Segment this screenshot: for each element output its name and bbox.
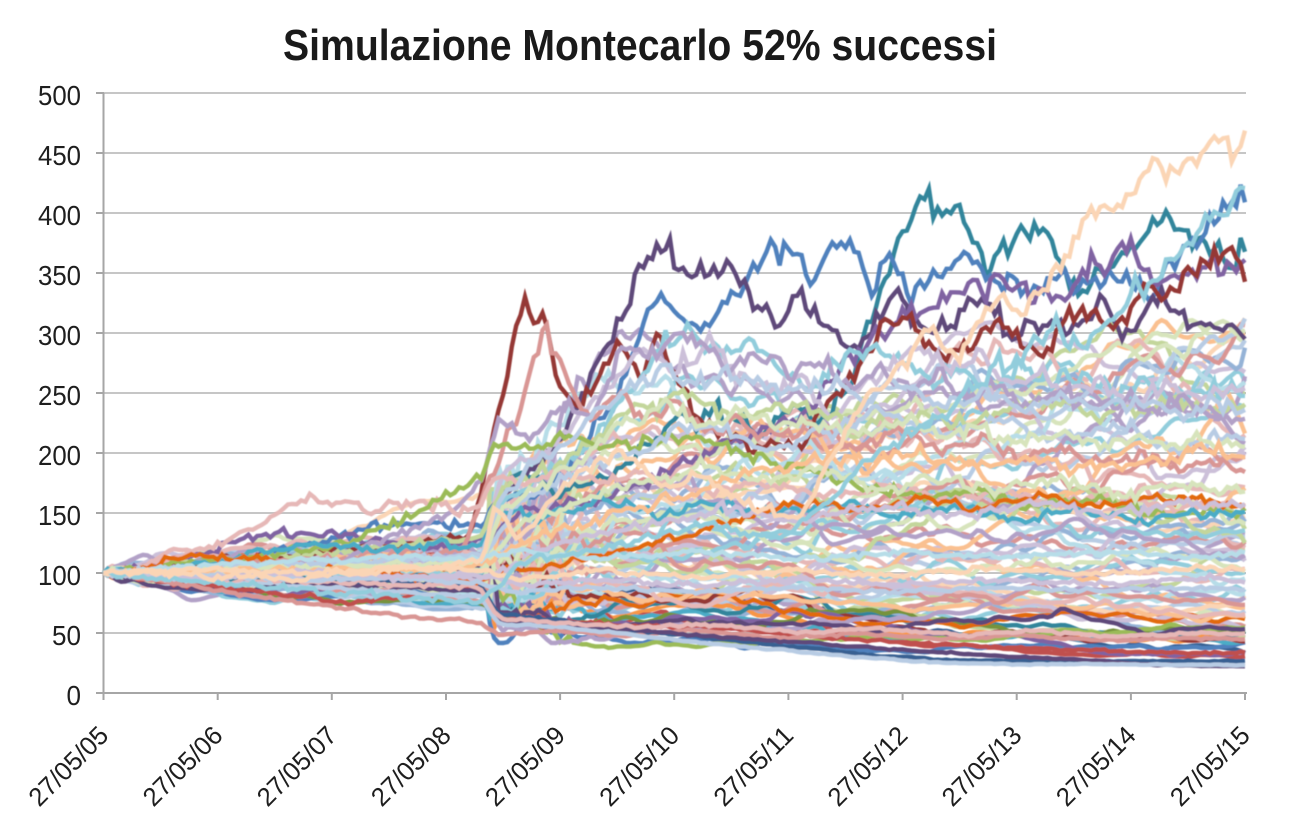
svg-text:500: 500 — [38, 80, 81, 111]
svg-text:Simulazione Montecarlo 52% suc: Simulazione Montecarlo 52% successi — [283, 21, 997, 70]
svg-text:200: 200 — [38, 440, 81, 471]
svg-text:0: 0 — [67, 680, 82, 711]
svg-text:400: 400 — [38, 200, 81, 231]
svg-text:450: 450 — [38, 140, 81, 171]
svg-text:150: 150 — [38, 500, 81, 531]
svg-text:300: 300 — [38, 320, 81, 351]
svg-text:100: 100 — [38, 560, 81, 591]
svg-text:50: 50 — [52, 620, 81, 651]
svg-text:350: 350 — [38, 260, 81, 291]
svg-text:250: 250 — [38, 380, 81, 411]
